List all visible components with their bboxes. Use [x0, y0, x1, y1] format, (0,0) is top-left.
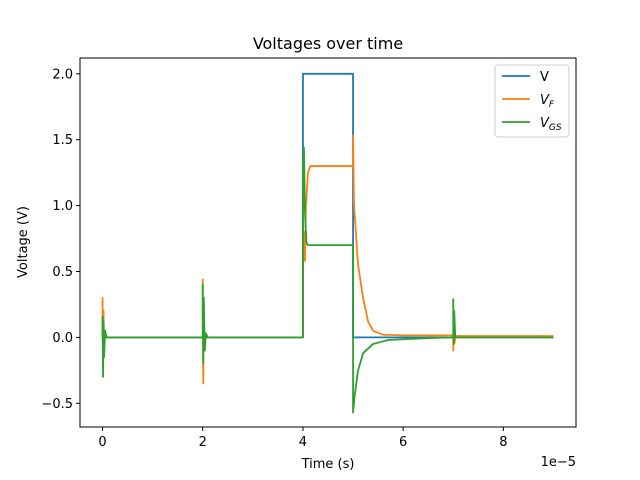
legend-label-v-f: VF [540, 93, 555, 110]
y-tick-label: 0.5 [52, 265, 73, 280]
x-tick-label: 2 [199, 435, 207, 450]
y-tick-label: 1.0 [52, 199, 73, 214]
plot-area [101, 72, 554, 414]
x-tick-label: 6 [399, 435, 407, 450]
x-tick-label: 4 [299, 435, 307, 450]
x-tick-label: 0 [98, 435, 106, 450]
y-tick-label: −0.5 [41, 397, 73, 412]
axis-ticks: 0 2 4 6 8 −0.5 0.0 0.5 1.0 1.5 2.0 [41, 67, 507, 450]
series-line-v-gs [101, 146, 554, 414]
x-axis-offset-text: 1e−5 [541, 455, 576, 470]
y-tick-label: 0.0 [52, 331, 73, 346]
legend-box [494, 64, 570, 138]
chart-title: Voltages over time [253, 34, 403, 53]
x-axis-label: Time (s) [301, 457, 355, 472]
y-axis-label: Voltage (V) [16, 206, 31, 278]
y-tick-label: 2.0 [52, 67, 73, 82]
legend: V VF VGS [494, 64, 570, 138]
legend-label-v: V [540, 70, 549, 85]
axes-frame [79, 57, 577, 428]
x-tick-label: 8 [499, 435, 507, 450]
y-tick-label: 1.5 [52, 133, 73, 148]
legend-label-v-gs: VGS [540, 116, 562, 133]
